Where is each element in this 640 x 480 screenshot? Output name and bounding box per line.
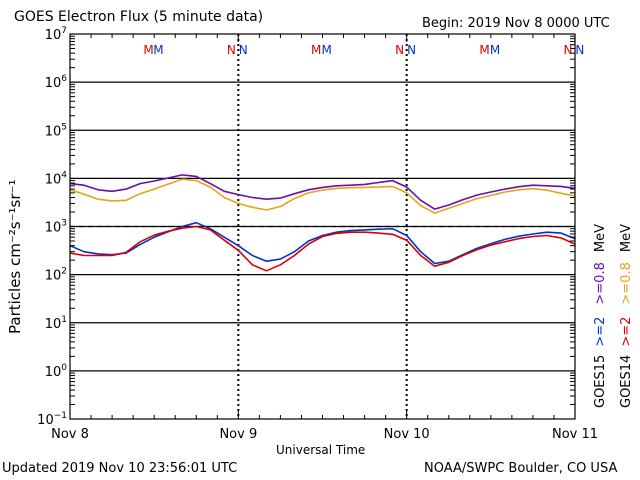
x-tick-label: Nov 8 [51,427,89,442]
legend-entry: >=0.8 [619,262,634,304]
y-axis-title: Particles cm⁻²s⁻¹sr⁻¹ [6,179,24,334]
local-time-marker: M [490,43,500,57]
legend-entry: MeV [593,224,608,252]
legend-entry: >=2 [593,317,608,347]
legend-entry: GOES15 [593,355,608,408]
x-tick-label: Nov 10 [384,427,430,442]
y-tick-label: 102 [45,267,67,284]
y-tick-label: 10−1 [37,411,67,428]
legend-entry: MeV [619,224,634,252]
y-tick-label: 106 [45,74,68,91]
local-time-marker: M [153,43,163,57]
local-time-marker: M [479,43,489,57]
local-time-marker: M [322,43,332,57]
legend-label: GOES15 >=2 >=0.8 MeV [593,224,608,408]
y-tick-label: 100 [45,363,68,380]
local-time-marker: M [311,43,321,57]
y-tick-label: 101 [45,315,67,332]
x-axis-title: Universal Time [276,443,366,457]
x-tick-label: Nov 9 [219,427,257,442]
y-tick-label: 104 [45,170,68,187]
local-time-marker: N [575,43,584,57]
y-tick-label: 103 [45,219,67,236]
legend-entry: >=0.8 [593,262,608,304]
y-tick-label: 105 [45,122,67,139]
x-tick-label: Nov 11 [552,427,598,442]
local-time-marker: N [563,43,572,57]
local-time-marker: N [239,43,248,57]
series-line [69,221,576,265]
local-time-marker: N [227,43,236,57]
chart-title: GOES Electron Flux (5 minute data) [14,9,264,25]
legend-label: GOES14 >=2 >=0.8 MeV [619,224,634,408]
updated-timestamp: Updated 2019 Nov 10 23:56:01 UTC [2,461,238,476]
series-line [69,174,576,210]
legend-entry: GOES14 [619,355,634,408]
credit-label: NOAA/SWPC Boulder, CO USA [424,461,618,476]
local-time-marker: N [395,43,404,57]
series-line [69,178,576,214]
y-tick-label: 107 [45,26,67,43]
series-line [69,225,576,272]
legend-entry: >=2 [619,317,634,347]
local-time-marker: M [143,43,153,57]
begin-time-label: Begin: 2019 Nov 8 0000 UTC [422,16,610,31]
local-time-marker: N [407,43,416,57]
